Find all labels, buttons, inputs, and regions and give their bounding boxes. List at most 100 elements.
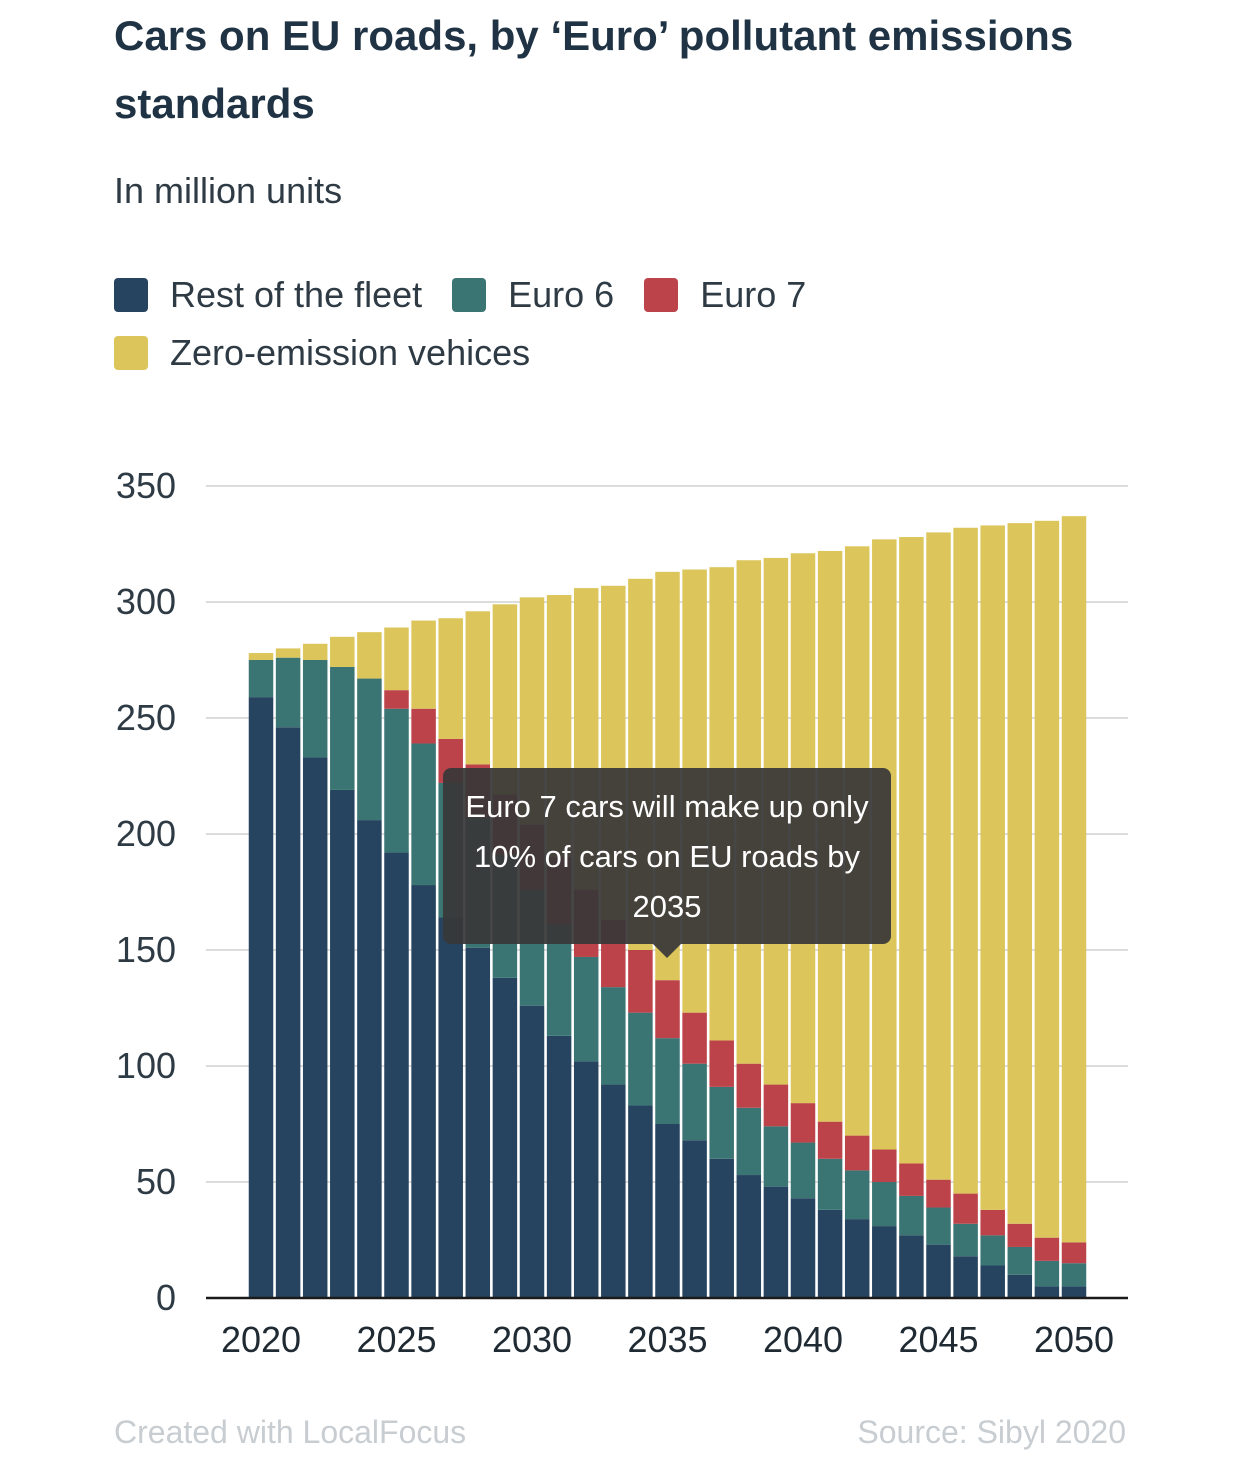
bar-segment-rest-of-the-fleet-2048[interactable] — [1007, 1274, 1033, 1298]
bar-segment-euro-6-2034[interactable] — [628, 1012, 653, 1106]
bar-stack-2047[interactable] — [980, 525, 1005, 1298]
bar-segment-euro-6-2045[interactable] — [926, 1207, 951, 1245]
bar-segment-rest-of-the-fleet-2028[interactable] — [465, 947, 491, 1298]
bar-segment-euro-7-2025[interactable] — [384, 690, 409, 709]
bar-segment-euro-7-2049[interactable] — [1034, 1237, 1060, 1261]
bar-segment-euro-6-2047[interactable] — [980, 1235, 1005, 1266]
bar-segment-zero-emission-vehices-2023[interactable] — [330, 636, 355, 667]
bar-segment-zero-emission-vehices-2045[interactable] — [926, 532, 951, 1180]
bar-segment-euro-6-2041[interactable] — [817, 1158, 843, 1210]
bar-segment-euro-6-2023[interactable] — [330, 666, 355, 790]
bar-segment-rest-of-the-fleet-2026[interactable] — [411, 885, 436, 1298]
bar-stack-2021[interactable] — [275, 648, 301, 1298]
bar-segment-euro-7-2039[interactable] — [763, 1084, 789, 1127]
bar-segment-euro-6-2036[interactable] — [682, 1063, 707, 1141]
bar-segment-euro-6-2038[interactable] — [736, 1107, 762, 1176]
bar-segment-rest-of-the-fleet-2025[interactable] — [384, 852, 409, 1298]
bar-stack-2049[interactable] — [1034, 520, 1060, 1298]
bar-segment-euro-6-2033[interactable] — [601, 987, 626, 1085]
bar-segment-rest-of-the-fleet-2043[interactable] — [872, 1226, 897, 1298]
legend-item-euro-7[interactable]: Euro 7 — [644, 274, 806, 316]
bar-segment-euro-7-2046[interactable] — [953, 1193, 978, 1224]
bar-segment-euro-6-2032[interactable] — [573, 956, 599, 1062]
bar-segment-euro-7-2036[interactable] — [682, 1012, 707, 1064]
bar-segment-rest-of-the-fleet-2049[interactable] — [1034, 1286, 1060, 1298]
bar-segment-rest-of-the-fleet-2050[interactable] — [1061, 1286, 1087, 1298]
bar-segment-zero-emission-vehices-2025[interactable] — [384, 627, 409, 691]
bar-segment-rest-of-the-fleet-2035[interactable] — [655, 1124, 680, 1298]
bar-segment-rest-of-the-fleet-2020[interactable] — [248, 697, 274, 1298]
bar-segment-euro-7-2041[interactable] — [817, 1121, 843, 1159]
bar-segment-euro-7-2042[interactable] — [844, 1135, 870, 1171]
bar-segment-rest-of-the-fleet-2034[interactable] — [628, 1105, 653, 1298]
bar-segment-rest-of-the-fleet-2030[interactable] — [519, 1005, 545, 1298]
bar-segment-zero-emission-vehices-2047[interactable] — [980, 525, 1005, 1210]
bar-segment-euro-6-2049[interactable] — [1034, 1260, 1060, 1287]
bar-segment-euro-7-2037[interactable] — [709, 1040, 734, 1087]
bar-segment-rest-of-the-fleet-2041[interactable] — [817, 1209, 843, 1298]
bar-segment-rest-of-the-fleet-2023[interactable] — [330, 789, 355, 1298]
bar-segment-zero-emission-vehices-2026[interactable] — [411, 620, 436, 709]
bar-stack-2025[interactable] — [384, 627, 409, 1298]
bar-segment-euro-7-2044[interactable] — [899, 1163, 924, 1196]
bar-segment-euro-7-2050[interactable] — [1061, 1242, 1087, 1264]
bar-segment-rest-of-the-fleet-2046[interactable] — [953, 1256, 978, 1298]
bar-segment-rest-of-the-fleet-2037[interactable] — [709, 1158, 734, 1298]
bar-segment-euro-6-2022[interactable] — [302, 660, 328, 758]
bar-segment-rest-of-the-fleet-2024[interactable] — [357, 820, 382, 1298]
legend-item-rest-of-fleet[interactable]: Rest of the fleet — [114, 274, 422, 316]
bar-segment-zero-emission-vehices-2020[interactable] — [248, 653, 274, 660]
bar-stack-2020[interactable] — [248, 653, 274, 1298]
bar-stack-2026[interactable] — [411, 620, 436, 1298]
bar-segment-euro-6-2024[interactable] — [357, 678, 382, 821]
bar-stack-2048[interactable] — [1007, 523, 1033, 1298]
bar-segment-rest-of-the-fleet-2038[interactable] — [736, 1175, 762, 1298]
bar-segment-rest-of-the-fleet-2021[interactable] — [275, 727, 301, 1298]
bar-segment-rest-of-the-fleet-2047[interactable] — [980, 1265, 1005, 1298]
bar-segment-euro-6-2039[interactable] — [763, 1126, 789, 1187]
bar-segment-rest-of-the-fleet-2022[interactable] — [302, 757, 328, 1298]
bar-segment-zero-emission-vehices-2028[interactable] — [465, 611, 491, 765]
bar-segment-euro-6-2048[interactable] — [1007, 1246, 1033, 1275]
bar-segment-euro-6-2035[interactable] — [655, 1038, 680, 1124]
bar-stack-2028[interactable] — [465, 611, 491, 1298]
bar-segment-rest-of-the-fleet-2029[interactable] — [492, 977, 518, 1298]
bar-segment-rest-of-the-fleet-2027[interactable] — [438, 917, 463, 1298]
bar-segment-euro-6-2042[interactable] — [844, 1170, 870, 1220]
bar-segment-zero-emission-vehices-2022[interactable] — [302, 643, 328, 660]
bar-stack-2030[interactable] — [519, 597, 545, 1298]
bar-segment-rest-of-the-fleet-2045[interactable] — [926, 1244, 951, 1298]
bar-segment-rest-of-the-fleet-2042[interactable] — [844, 1219, 870, 1298]
bar-segment-zero-emission-vehices-2029[interactable] — [492, 604, 518, 795]
bar-segment-rest-of-the-fleet-2039[interactable] — [763, 1186, 789, 1298]
bar-segment-euro-6-2046[interactable] — [953, 1223, 978, 1257]
bar-segment-zero-emission-vehices-2024[interactable] — [357, 632, 382, 679]
bar-stack-2044[interactable] — [899, 537, 924, 1298]
bar-stack-2031[interactable] — [546, 595, 572, 1298]
bar-segment-euro-7-2038[interactable] — [736, 1063, 762, 1108]
bar-segment-rest-of-the-fleet-2033[interactable] — [601, 1084, 626, 1298]
bar-segment-zero-emission-vehices-2044[interactable] — [899, 537, 924, 1164]
bar-stack-2039[interactable] — [763, 557, 789, 1298]
bar-segment-zero-emission-vehices-2021[interactable] — [275, 648, 301, 658]
bar-segment-euro-7-2040[interactable] — [790, 1103, 816, 1143]
bar-segment-zero-emission-vehices-2027[interactable] — [438, 618, 463, 739]
bar-segment-rest-of-the-fleet-2044[interactable] — [899, 1235, 924, 1298]
bar-segment-euro-6-2044[interactable] — [899, 1195, 924, 1236]
bar-stack-2023[interactable] — [330, 636, 355, 1298]
bar-stack-2024[interactable] — [357, 632, 382, 1298]
bar-segment-euro-6-2050[interactable] — [1061, 1263, 1087, 1287]
bar-segment-euro-7-2047[interactable] — [980, 1209, 1005, 1236]
bar-stack-2027[interactable] — [438, 618, 463, 1298]
bar-segment-euro-7-2034[interactable] — [628, 950, 653, 1013]
bar-segment-zero-emission-vehices-2048[interactable] — [1007, 523, 1033, 1224]
bar-segment-zero-emission-vehices-2050[interactable] — [1061, 516, 1087, 1243]
bar-segment-euro-7-2045[interactable] — [926, 1179, 951, 1208]
bar-stack-2050[interactable] — [1061, 516, 1087, 1298]
bar-segment-euro-6-2040[interactable] — [790, 1142, 816, 1199]
bar-stack-2022[interactable] — [302, 643, 328, 1298]
bar-segment-rest-of-the-fleet-2040[interactable] — [790, 1198, 816, 1298]
bar-segment-rest-of-the-fleet-2036[interactable] — [682, 1140, 707, 1298]
bar-segment-euro-6-2020[interactable] — [248, 660, 274, 698]
bar-segment-euro-6-2043[interactable] — [872, 1182, 897, 1227]
